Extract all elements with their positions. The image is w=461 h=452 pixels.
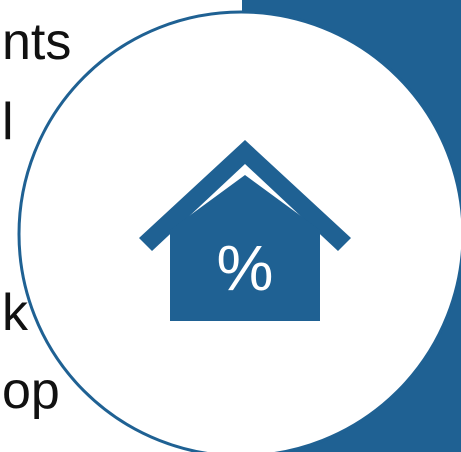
body-text-fragment-1: nts: [2, 13, 72, 71]
body-text-fragment-3: k: [2, 284, 28, 342]
percent-symbol: %: [217, 232, 274, 304]
body-text-fragment-4: op: [2, 362, 60, 420]
house-body: [170, 175, 320, 321]
body-text-fragment-2: l: [2, 93, 14, 151]
house-roof: [139, 140, 351, 251]
house-percent-icon: %: [139, 140, 351, 321]
